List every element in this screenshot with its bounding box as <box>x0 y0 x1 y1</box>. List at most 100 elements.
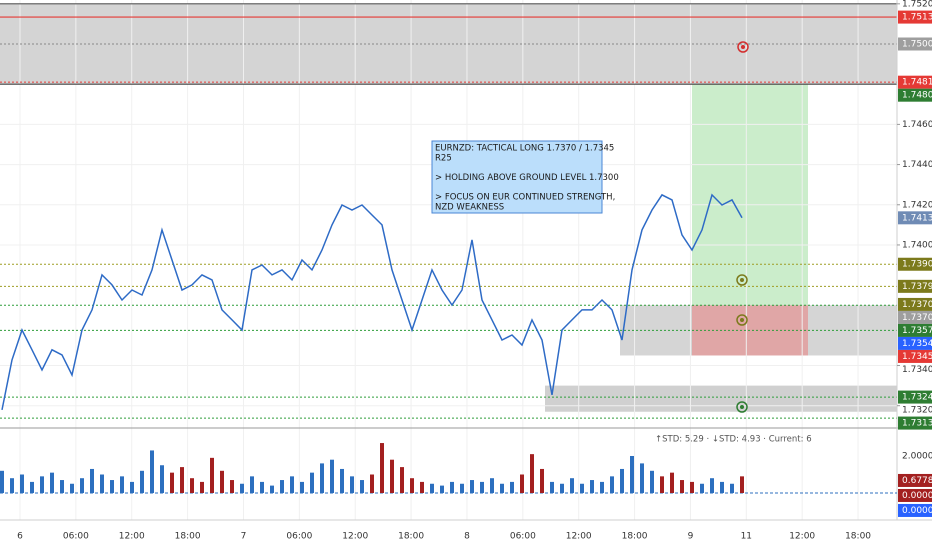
indicator-bar <box>620 468 624 494</box>
indicator-bar <box>590 480 594 494</box>
indicator-bar <box>350 476 354 494</box>
y-tick-label: 1.74400 <box>902 160 932 170</box>
y-tick-label: 1.74200 <box>902 200 932 210</box>
indicator-bar <box>460 483 464 494</box>
indicator-bar <box>420 481 424 494</box>
indicator-bar <box>390 459 394 494</box>
indicator-bar <box>370 474 374 494</box>
indicator-bar <box>520 474 524 494</box>
indicator-bar <box>170 472 174 494</box>
indicator-bar <box>340 468 344 494</box>
indicator-title: ↑STD: 5.29 · ↓STD: 4.93 · Current: 6 <box>655 435 812 445</box>
indicator-bar <box>50 472 54 494</box>
price-label-box <box>898 297 932 311</box>
indicator-bar <box>650 470 654 494</box>
indicator-bar <box>630 455 634 494</box>
x-tick-label: 06:00 <box>510 532 536 542</box>
indicator-bar <box>320 463 324 494</box>
y-tick-label: 1.73575 <box>902 326 932 336</box>
indicator-bar <box>60 480 64 494</box>
annotation-line: > HOLDING ABOVE GROUND LEVEL 1.7300 <box>435 173 619 183</box>
annotation-box <box>431 140 603 214</box>
x-tick-label: 18:00 <box>398 532 424 542</box>
indicator-bar <box>550 481 554 494</box>
indicator-bar <box>690 481 694 494</box>
indicator-label-box <box>898 488 932 502</box>
price-label-box <box>898 310 932 324</box>
y-tick-label: 1.74600 <box>902 120 932 130</box>
indicator-bar <box>10 478 14 494</box>
y-tick-label: 1.74800 <box>902 91 932 101</box>
indicator-bar <box>80 478 84 494</box>
indicator-bar <box>100 474 104 494</box>
y-tick-label: 1.74810 <box>902 78 932 88</box>
indicator-bar <box>90 468 94 494</box>
indicator-bar <box>570 478 574 494</box>
indicator-bar <box>190 478 194 494</box>
x-tick-label: 06:00 <box>286 532 312 542</box>
indicator-bar <box>310 472 314 494</box>
x-tick-label: 7 <box>241 532 247 542</box>
indicator-bar <box>680 480 684 494</box>
price-label-box <box>898 323 932 337</box>
x-tick-label: 11 <box>741 532 752 542</box>
annotation-line: > FOCUS ON EUR CONTINUED STRENGTH, <box>435 193 615 203</box>
y-tick-label: 1.73794 <box>902 282 932 292</box>
price-label-box <box>898 37 932 51</box>
indicator-bar <box>330 459 334 494</box>
indicator-bar <box>700 483 704 494</box>
x-tick-label: 06:00 <box>63 532 89 542</box>
indicator-bar <box>290 476 294 494</box>
price-label-box <box>898 416 932 430</box>
y-tick-label: 1.73704 <box>902 300 932 310</box>
target-icons <box>736 41 749 413</box>
price-label-box <box>898 279 932 293</box>
x-tick-label: 8 <box>464 532 470 542</box>
indicator-bar <box>580 483 584 494</box>
price-line <box>1 193 743 411</box>
indicator-bar <box>410 478 414 494</box>
x-tick-label: 12:00 <box>566 532 592 542</box>
indicator-bar <box>530 454 534 494</box>
indicator-bar <box>360 480 364 494</box>
indicator-bar <box>740 476 744 494</box>
y-tick-label: 1.73400 <box>902 365 932 375</box>
indicator-bar <box>380 443 384 494</box>
annotation: EURNZD: TACTICAL LONG 1.7370 / 1.7345R25… <box>431 140 619 214</box>
y-tick-label: 1.74135 <box>902 213 932 223</box>
price-label-box <box>898 211 932 225</box>
indicator-bar <box>40 476 44 494</box>
y-tick-label: 1.73138 <box>902 419 932 429</box>
indicator-bar <box>660 476 664 494</box>
indicator-bar <box>540 468 544 494</box>
price-label-box <box>898 349 932 363</box>
price-label-box <box>898 390 932 404</box>
indicator-bar <box>430 483 434 494</box>
indicator-bar <box>560 483 564 494</box>
indicator-bar <box>670 472 674 494</box>
indicator-bar <box>400 467 404 494</box>
indicator-bar <box>470 480 474 494</box>
x-tick-label: 18:00 <box>845 532 871 542</box>
annotation-line: NZD WEAKNESS <box>435 202 504 212</box>
x-tick-label: 6 <box>17 532 23 542</box>
price-label-box <box>898 257 932 271</box>
x-tick-label: 9 <box>688 532 694 542</box>
indicator-bar <box>250 476 254 494</box>
indicator-label-box <box>898 473 932 487</box>
indicator-tick-label: 0.67786 <box>902 476 932 486</box>
indicator-bar <box>110 480 114 494</box>
zone <box>692 84 808 306</box>
indicator-bar <box>610 476 614 494</box>
indicator-bar <box>130 481 134 494</box>
indicator-bar <box>450 481 454 494</box>
indicator-bar <box>70 483 74 494</box>
y-tick-label: 1.73700 <box>902 313 932 323</box>
indicator-bar <box>30 481 34 494</box>
indicator-bar <box>510 481 514 494</box>
indicator-bar <box>140 470 144 494</box>
